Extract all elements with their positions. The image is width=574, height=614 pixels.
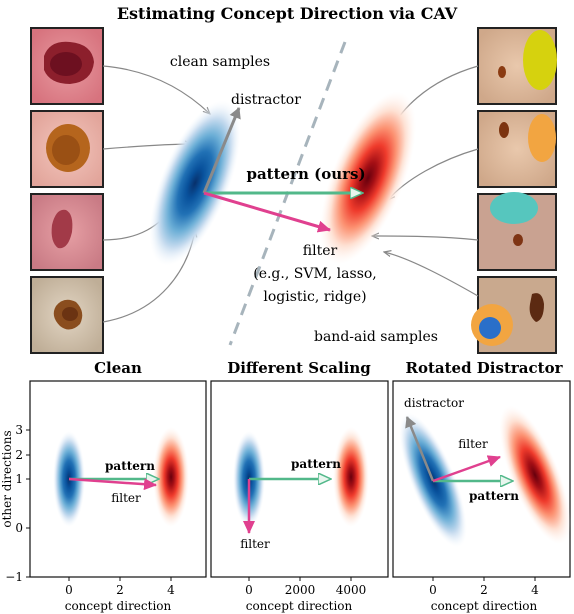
clean-sample-image bbox=[30, 276, 104, 354]
y-tick-label: 2 bbox=[15, 448, 23, 462]
distractor-arrow bbox=[202, 107, 241, 194]
filter-label: filter bbox=[111, 491, 141, 505]
bandaid-distribution bbox=[320, 91, 416, 265]
bandaid-sample-image bbox=[471, 276, 557, 354]
x-tick-label: 2000 bbox=[285, 583, 316, 597]
filter-label: filter bbox=[303, 243, 338, 259]
pattern-ours-label: pattern (ours) bbox=[246, 165, 365, 183]
pattern-label: pattern bbox=[291, 457, 341, 471]
x-tick-label: 4 bbox=[531, 583, 539, 597]
filter-arrow bbox=[432, 455, 501, 483]
distractor-label: distractor bbox=[231, 92, 301, 108]
y-tick-label: 0 bbox=[15, 521, 23, 535]
filter-arrow bbox=[68, 477, 157, 491]
panel-different-scaling: Different Scaling pattern filter 0 2000 … bbox=[210, 359, 389, 613]
clean-sample-image bbox=[30, 193, 104, 271]
x-axis-ticks: 0 2000 4000 bbox=[245, 577, 366, 597]
x-axis-ticks: 0 2 4 bbox=[65, 577, 175, 597]
y-axis-ticks: 3 2 1 0 −1 bbox=[5, 423, 30, 584]
panel-clean: Clean pattern filter 3 2 1 0 −1 other di… bbox=[0, 359, 207, 613]
y-axis-label: other directions bbox=[0, 430, 14, 527]
filter-examples-line2: logistic, ridge) bbox=[263, 289, 366, 305]
filter-label: filter bbox=[240, 537, 270, 551]
clean-sample-image bbox=[30, 110, 104, 188]
clean-sample-image bbox=[30, 27, 104, 105]
y-tick-label: 1 bbox=[15, 472, 23, 486]
y-tick-label: 3 bbox=[15, 423, 23, 437]
panel-title: Different Scaling bbox=[227, 359, 371, 377]
bandaid-sample-image bbox=[477, 110, 557, 188]
bandaid-blob bbox=[333, 427, 369, 527]
filter-examples-line1: (e.g., SVM, lasso, bbox=[253, 266, 377, 282]
filter-arrow bbox=[203, 191, 331, 233]
bandaid-blob bbox=[499, 405, 571, 545]
bandaid-sample-images bbox=[471, 27, 557, 354]
filter-label: filter bbox=[458, 437, 488, 451]
x-axis-label: concept direction bbox=[431, 599, 538, 613]
y-tick-label: −1 bbox=[5, 570, 23, 584]
panel-title: Rotated Distractor bbox=[406, 359, 564, 377]
bandaid-samples-label: band-aid samples bbox=[314, 329, 438, 345]
pattern-label: pattern bbox=[469, 489, 519, 503]
clean-distribution bbox=[149, 100, 241, 266]
panel-title: Clean bbox=[94, 359, 142, 377]
x-tick-label: 4 bbox=[167, 583, 175, 597]
x-axis-ticks: 0 2 4 bbox=[429, 577, 539, 597]
bandaid-sample-image bbox=[477, 192, 557, 271]
x-axis-label: concept direction bbox=[65, 599, 172, 613]
x-tick-label: 0 bbox=[65, 583, 73, 597]
distractor-label: distractor bbox=[404, 396, 464, 410]
clean-sample-images bbox=[30, 27, 104, 354]
distractor-arrow bbox=[405, 416, 435, 482]
panel-rotated-distractor: Rotated Distractor distractor filter pat… bbox=[392, 359, 571, 613]
x-axis-label: concept direction bbox=[246, 599, 353, 613]
x-tick-label: 2 bbox=[116, 583, 124, 597]
plot-frame bbox=[392, 380, 571, 578]
bandaid-sample-image bbox=[477, 27, 557, 105]
clean-samples-label: clean samples bbox=[170, 54, 270, 70]
pattern-label: pattern bbox=[105, 459, 155, 473]
bandaid-blob bbox=[153, 427, 189, 527]
x-tick-label: 4000 bbox=[336, 583, 367, 597]
x-tick-label: 2 bbox=[480, 583, 488, 597]
x-tick-label: 0 bbox=[429, 583, 437, 597]
figure-title: Estimating Concept Direction via CAV bbox=[117, 4, 458, 23]
x-tick-label: 0 bbox=[245, 583, 253, 597]
